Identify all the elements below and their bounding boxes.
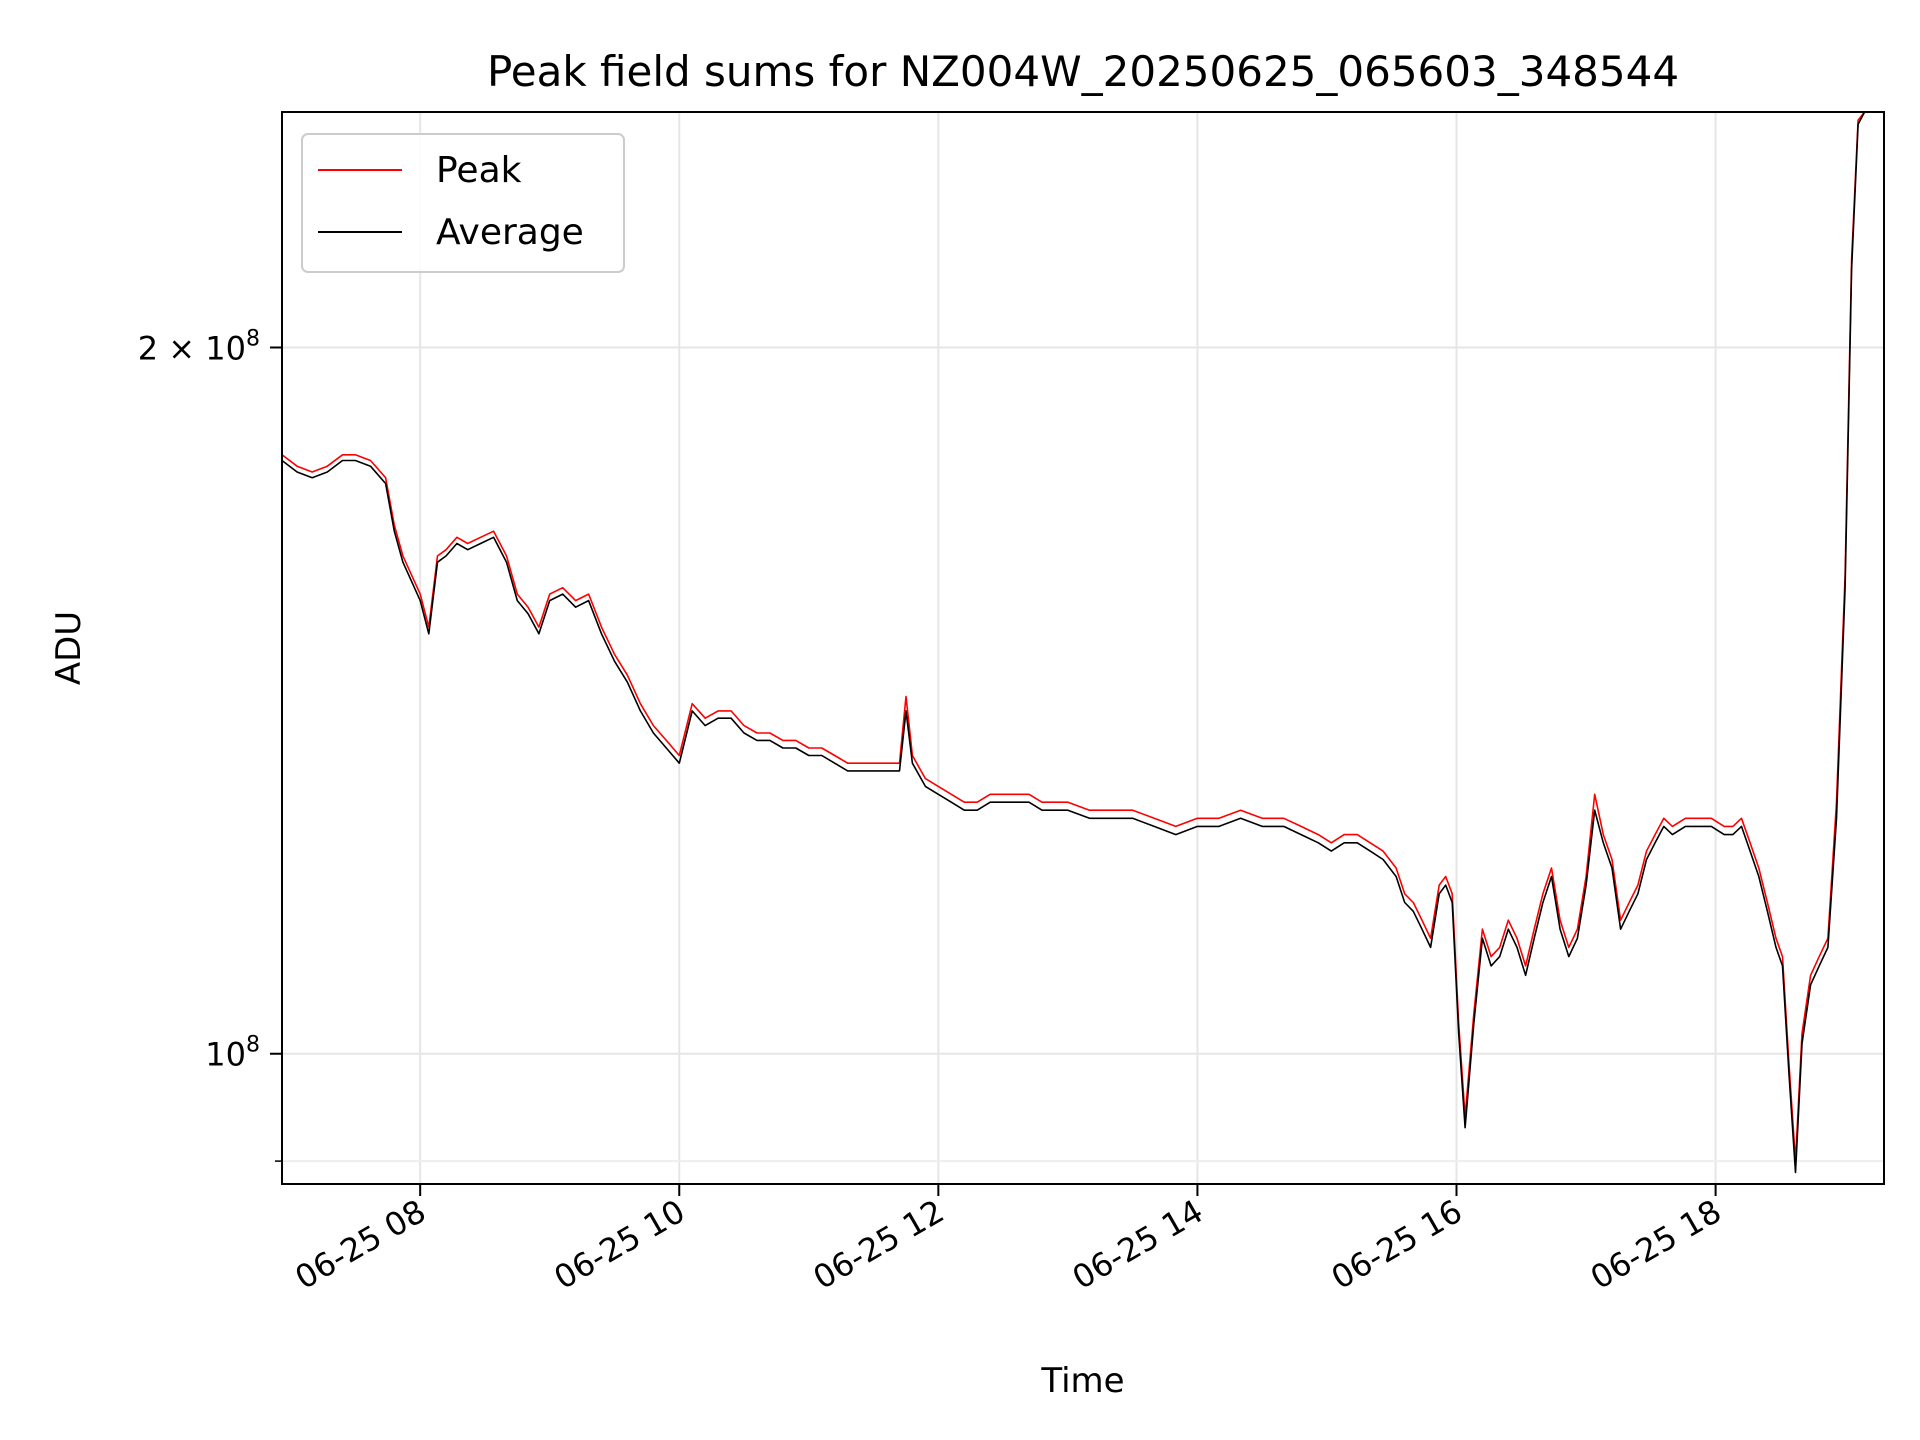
grid [282,112,1884,1184]
legend-label-average: Average [436,212,584,253]
y-tick-label: 2 × 108 [138,326,260,367]
y-axis-label: ADU [49,611,89,685]
legend: Peak Average [301,133,625,273]
series-line-average [282,112,1866,1174]
chart-title: Peak field sums for NZ004W_20250625_0656… [487,47,1679,96]
legend-box [301,133,625,273]
legend-label-peak: Peak [436,150,522,191]
x-axis-label: Time [1040,1361,1124,1401]
series-layer [282,112,1866,1174]
y-tick-label: 108 [205,1033,260,1074]
plot-frame [281,111,1885,1185]
y-axis: 108 2 × 108 [138,326,282,1162]
series-line-peak [282,112,1866,1162]
